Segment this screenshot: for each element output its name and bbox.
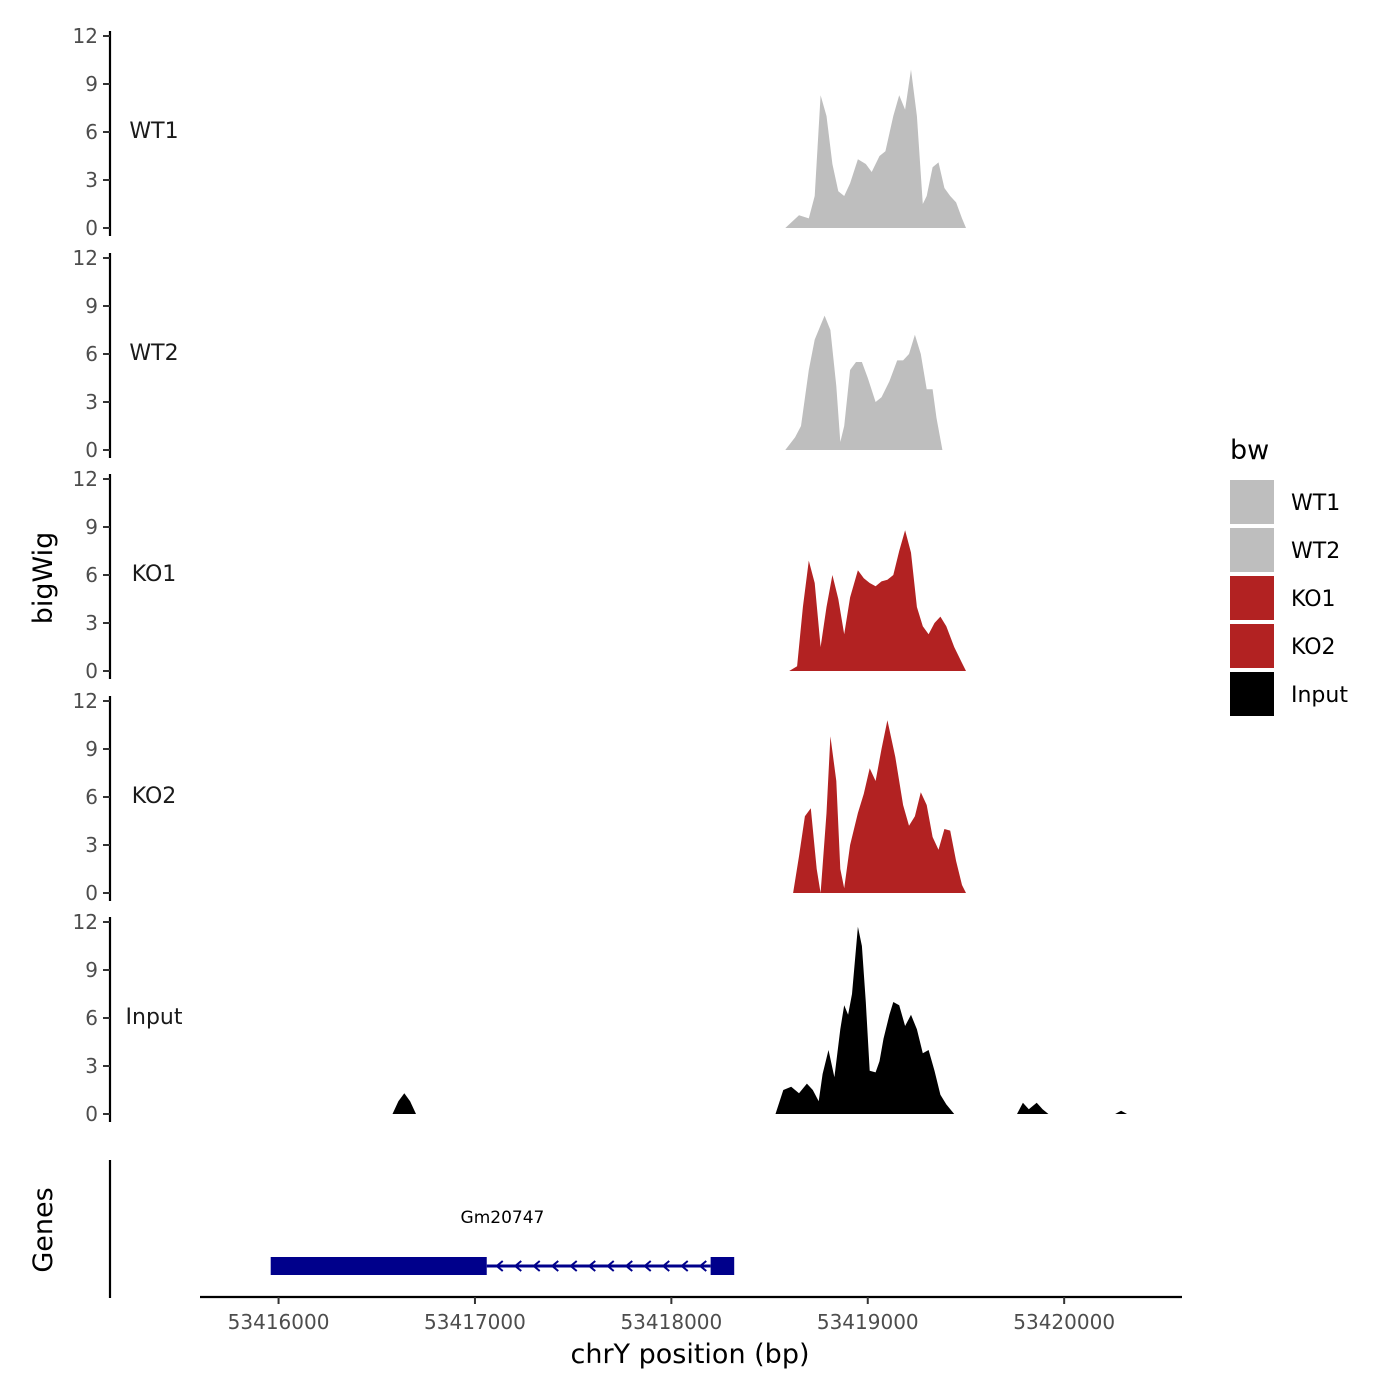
signal-area-wt1 [785, 69, 966, 228]
x-tick-label: 53420000 [1013, 1310, 1115, 1334]
x-axis: 53416000 53417000 53418000 53419000 53420000 [200, 1295, 1182, 1334]
track-label: KO2 [132, 784, 177, 809]
y-tick-label: 3 [85, 1054, 98, 1078]
legend-key-wt2 [1230, 528, 1274, 572]
y-tick-label: 6 [85, 1006, 98, 1030]
y-tick-label: 6 [85, 563, 98, 587]
legend: bw WT1 WT2 KO1 KO2 Input [1230, 435, 1348, 716]
strand-arrow [661, 1260, 670, 1272]
legend-label-ko1: KO1 [1291, 587, 1336, 612]
track-label: WT2 [129, 341, 178, 366]
strand-arrow [587, 1260, 596, 1272]
strand-arrow [680, 1260, 689, 1272]
track-label: WT1 [129, 119, 178, 144]
legend-label-ko2: KO2 [1291, 635, 1336, 660]
track-ko1: 0 3 6 9 12 KO1 [73, 467, 966, 683]
bigwig-tracks: 0 3 6 9 12 WT1 0 3 6 9 12 WT2 0 3 6 9 12 KO1 0 3 6 9 12 KO2 0 3 6 9… [73, 24, 1127, 1126]
signal-area-ko2 [793, 720, 966, 893]
y-tick-label: 12 [73, 689, 98, 713]
strand-arrow [513, 1260, 522, 1272]
track-input: 0 3 6 9 12 Input [73, 910, 1127, 1126]
track-wt2: 0 3 6 9 12 WT2 [73, 246, 943, 462]
gene-exon [270, 1257, 487, 1275]
y-tick-label: 0 [85, 881, 98, 905]
y-tick-label: 9 [85, 737, 98, 761]
strand-arrow [532, 1260, 541, 1272]
legend-key-ko2 [1230, 624, 1274, 668]
y-tick-label: 9 [85, 72, 98, 96]
y-tick-label: 12 [73, 246, 98, 270]
gene-panel: Gm20747 [108, 1160, 735, 1298]
y-tick-label: 9 [85, 958, 98, 982]
y-tick-label: 0 [85, 438, 98, 462]
y-tick-label: 9 [85, 515, 98, 539]
signal-area-input [775, 926, 955, 1114]
x-tick-label: 53416000 [228, 1310, 330, 1334]
legend-label-wt1: WT1 [1291, 491, 1340, 516]
y-tick-label: 3 [85, 390, 98, 414]
strand-arrow [569, 1260, 578, 1272]
x-tick-label: 53419000 [817, 1310, 919, 1334]
signal-area-input [1017, 1102, 1049, 1114]
y-tick-label: 12 [73, 467, 98, 491]
y-tick-label: 3 [85, 168, 98, 192]
strand-arrow [606, 1260, 615, 1272]
y-tick-label: 12 [73, 910, 98, 934]
strand-arrow [643, 1260, 652, 1272]
track-ko2: 0 3 6 9 12 KO2 [73, 689, 966, 905]
signal-area-wt2 [785, 315, 943, 450]
x-tick-label: 53417000 [424, 1310, 526, 1334]
legend-label-wt2: WT2 [1291, 539, 1340, 564]
y-tick-label: 6 [85, 120, 98, 144]
genes-axis-title: Genes [28, 1187, 59, 1272]
y-tick-label: 0 [85, 659, 98, 683]
track-wt1: 0 3 6 9 12 WT1 [73, 24, 966, 240]
y-tick-label: 6 [85, 785, 98, 809]
y-tick-label: 0 [85, 1102, 98, 1126]
track-label: KO1 [132, 562, 177, 587]
y-axis-title: bigWig [28, 532, 59, 625]
strand-arrow [698, 1260, 707, 1272]
legend-label-input: Input [1291, 683, 1348, 708]
y-tick-label: 3 [85, 611, 98, 635]
y-tick-label: 9 [85, 294, 98, 318]
legend-key-input [1230, 672, 1274, 716]
strand-arrow [495, 1260, 504, 1272]
legend-key-ko1 [1230, 576, 1274, 620]
x-axis-title: chrY position (bp) [570, 1339, 809, 1370]
strand-arrow [624, 1260, 633, 1272]
y-tick-label: 6 [85, 342, 98, 366]
y-tick-label: 12 [73, 24, 98, 48]
signal-area-input [1115, 1110, 1127, 1114]
y-tick-label: 0 [85, 216, 98, 240]
legend-title: bw [1230, 435, 1269, 466]
gene-name-label: Gm20747 [461, 1208, 545, 1228]
signal-area-input [392, 1093, 416, 1114]
gene-exon [710, 1257, 735, 1275]
track-label: Input [126, 1005, 183, 1030]
legend-key-wt1 [1230, 480, 1274, 524]
signal-area-ko1 [789, 530, 966, 671]
y-tick-label: 3 [85, 833, 98, 857]
strand-arrow [550, 1260, 559, 1272]
x-tick-label: 53418000 [620, 1310, 722, 1334]
